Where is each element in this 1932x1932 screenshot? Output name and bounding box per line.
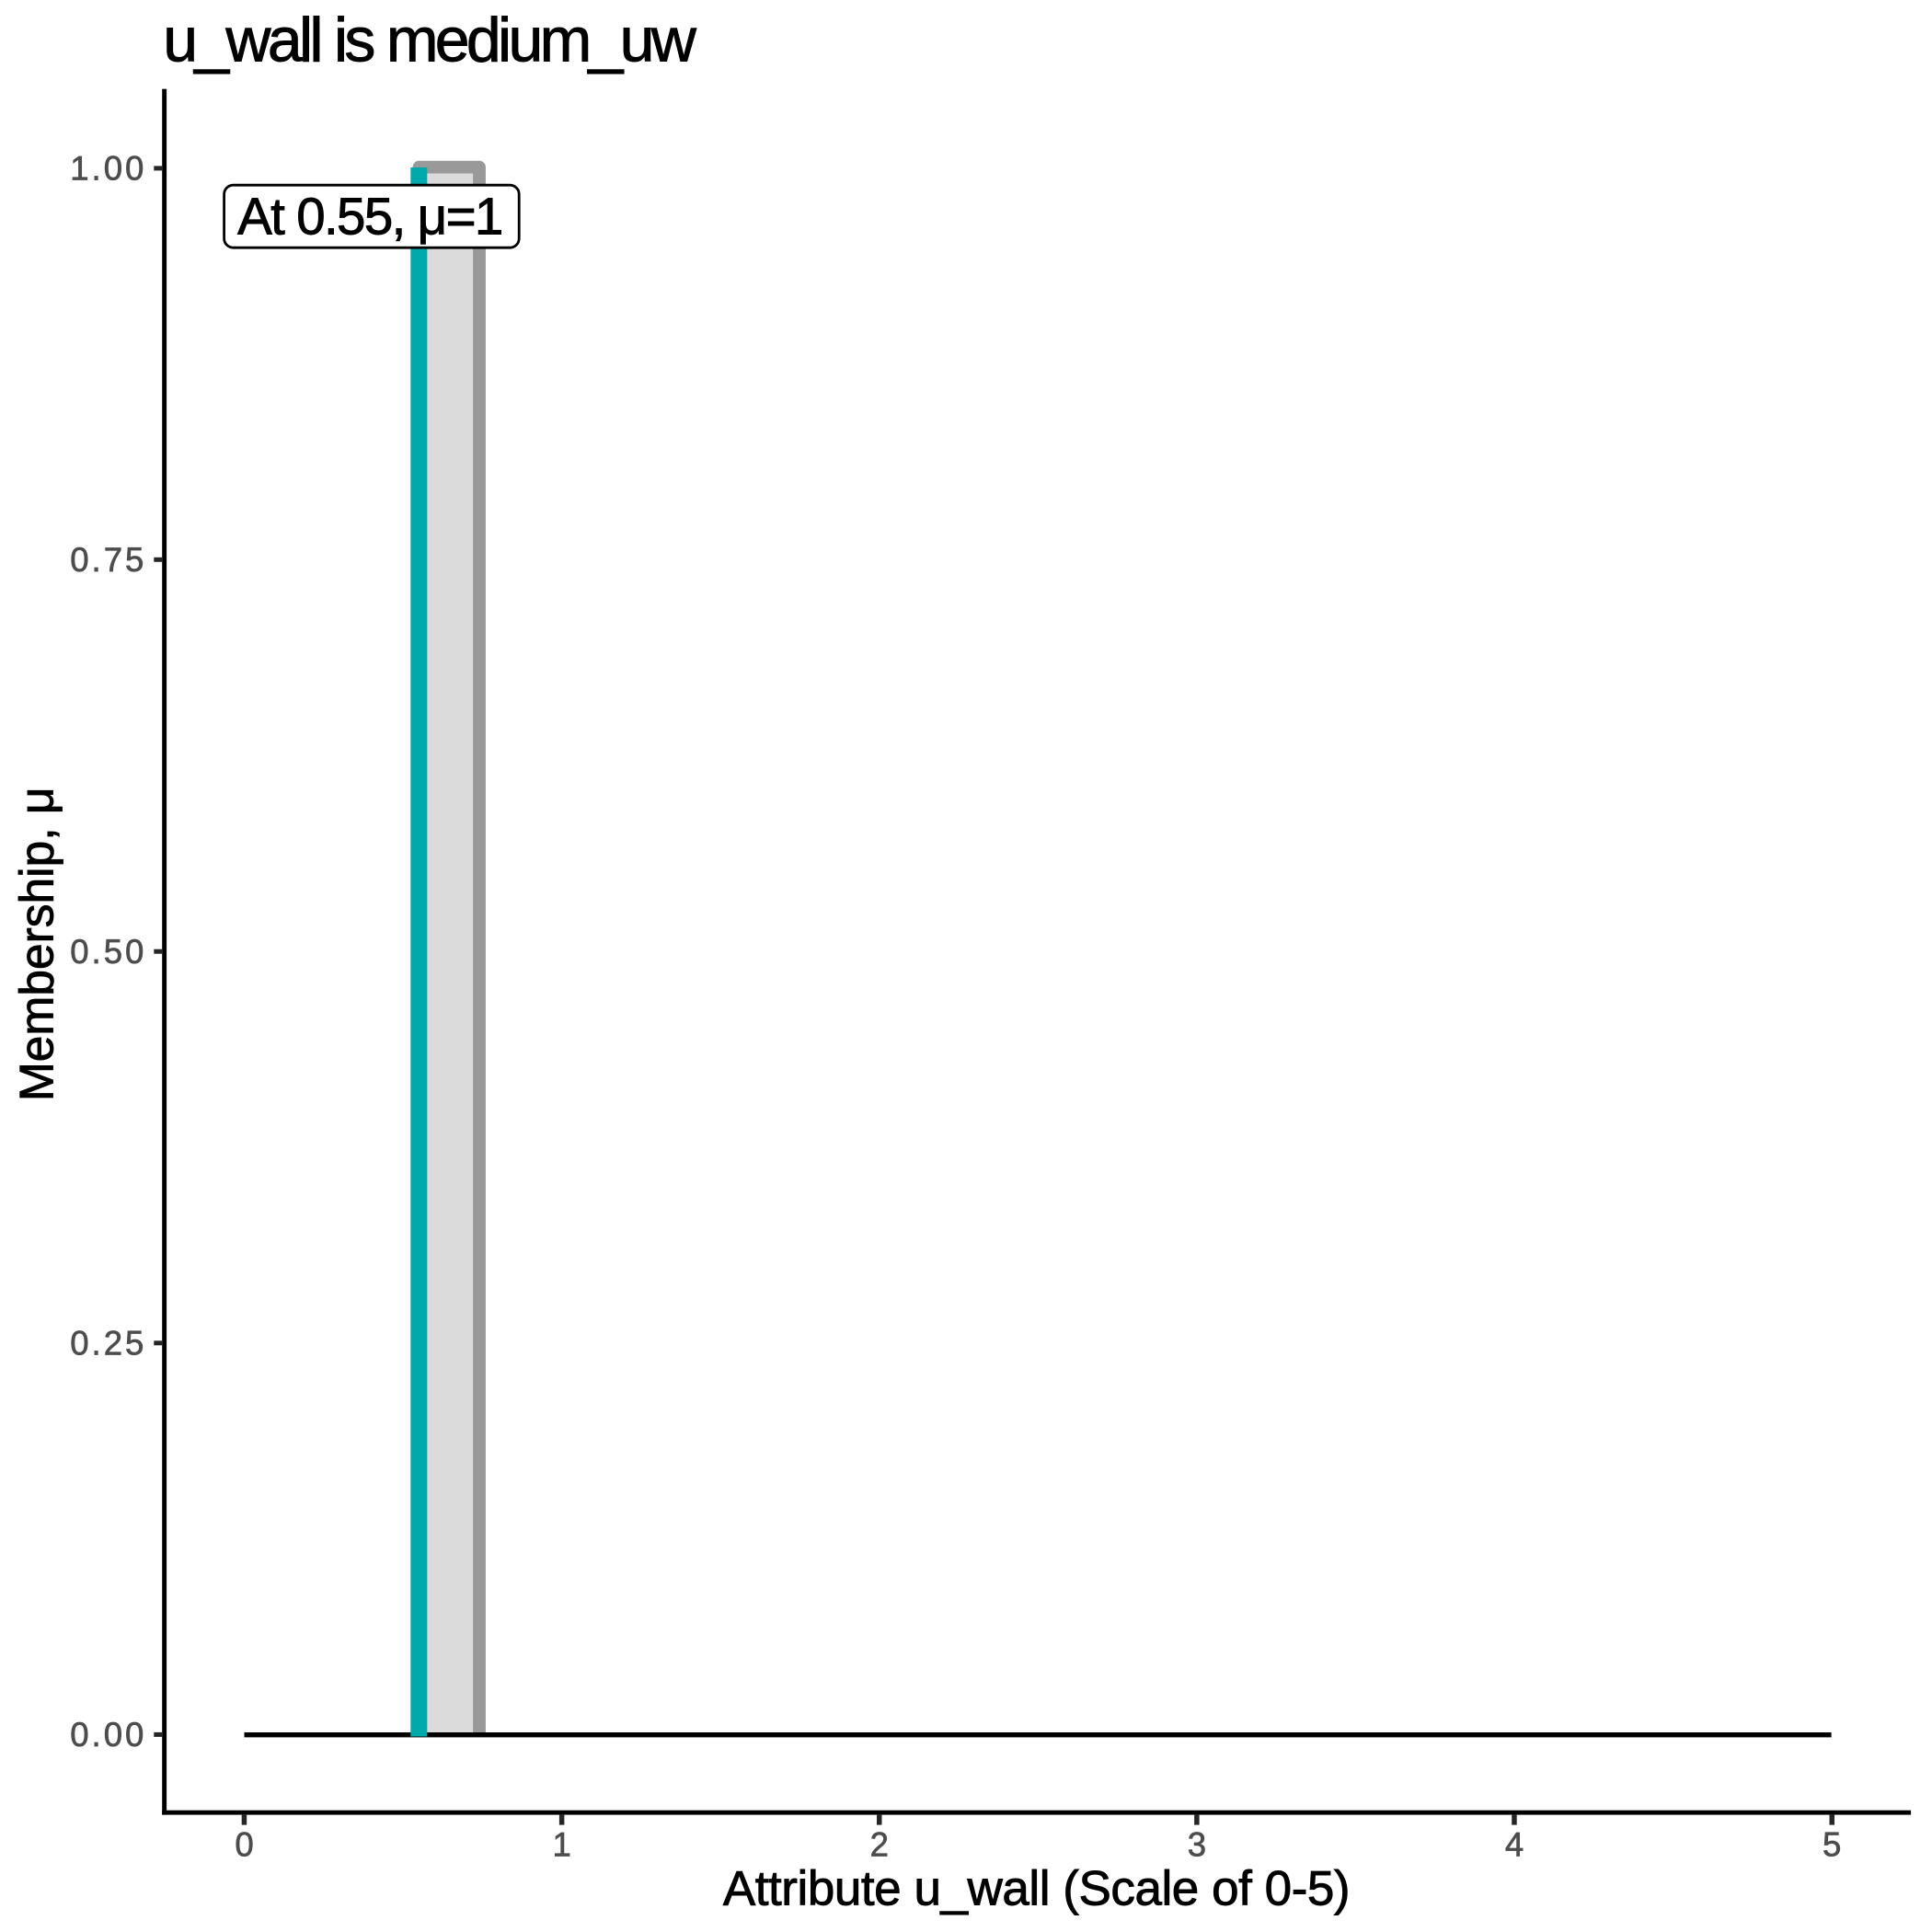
svg-text:0.25: 0.25 (70, 1324, 146, 1362)
svg-text:5: 5 (1823, 1825, 1841, 1863)
svg-text:0.00: 0.00 (70, 1716, 146, 1754)
svg-text:At 0.55, μ=1: At 0.55, μ=1 (237, 187, 502, 245)
svg-text:u_wall is medium_uw: u_wall is medium_uw (163, 6, 697, 75)
svg-text:Attribute u_wall (Scale of 0-5: Attribute u_wall (Scale of 0-5) (723, 1862, 1350, 1916)
svg-text:0.50: 0.50 (70, 933, 146, 971)
svg-text:1: 1 (553, 1825, 571, 1863)
svg-text:0.75: 0.75 (70, 541, 146, 579)
svg-text:Membership, μ: Membership, μ (10, 787, 63, 1101)
svg-text:2: 2 (870, 1825, 889, 1863)
svg-text:0: 0 (235, 1825, 253, 1863)
svg-text:1.00: 1.00 (70, 150, 146, 188)
svg-text:4: 4 (1505, 1825, 1524, 1863)
svg-text:3: 3 (1188, 1825, 1206, 1863)
